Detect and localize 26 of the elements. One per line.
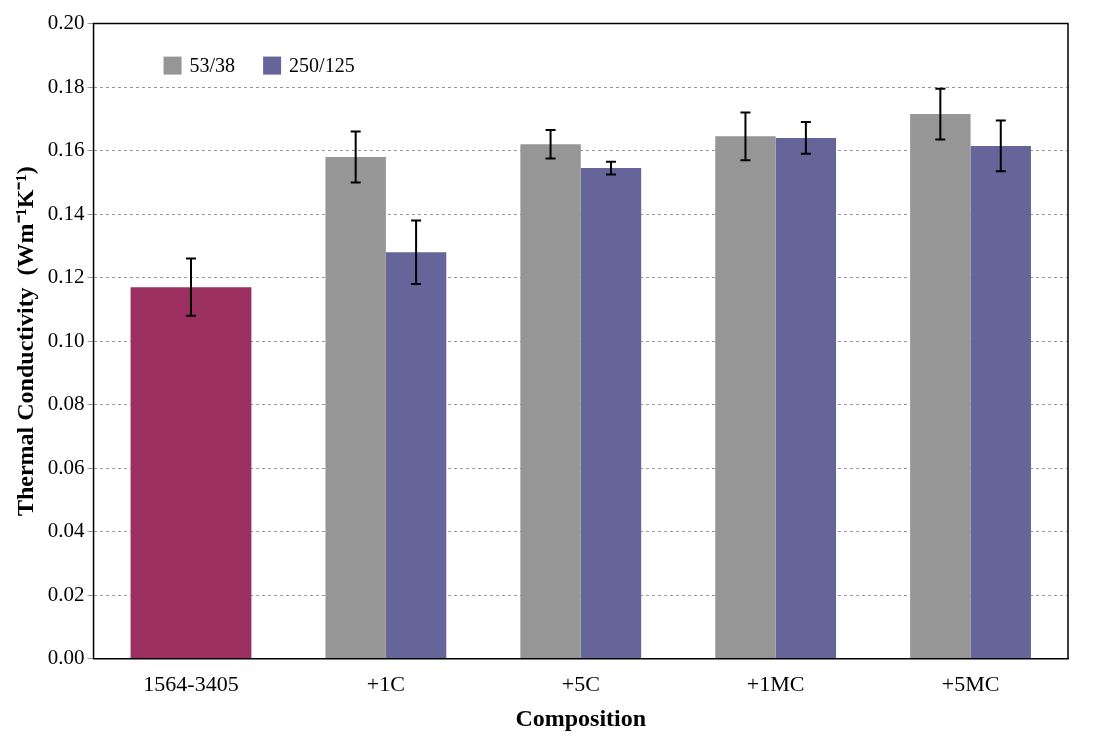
y-tick-label: 0.16 [47,137,85,162]
y-tick-label: 0.06 [47,454,85,479]
y-tick-label: 0.18 [47,73,85,98]
y-tick-label: 0.20 [47,10,85,35]
bar [385,252,447,659]
y-axis-title: Thermal Conductivity (Wm⁻¹K⁻¹) [11,166,38,517]
x-tick-label: +5MC [941,670,1000,696]
y-tick-label: 0.12 [47,264,85,289]
y-tick-label: 0.04 [47,518,86,543]
x-tick-label: 1564-3405 [143,670,239,696]
bar [775,137,837,659]
y-tick-label: 0.10 [47,327,85,352]
x-tick-label: +1MC [746,670,805,696]
x-axis-title: Composition [515,704,647,731]
x-tick-label: +1C [366,670,405,696]
bar [910,114,971,659]
bar [970,145,1031,659]
y-tick-label: 0.14 [47,200,86,225]
x-tick-label: +5C [561,670,600,696]
y-tick-label: 0.02 [47,581,85,606]
y-tick-label: 0.00 [47,645,85,670]
bar [580,168,642,659]
legend-label: 53/38 [189,53,236,76]
legend-label: 250/125 [289,53,355,76]
y-tick-label: 0.08 [47,391,85,416]
bar [130,287,252,659]
